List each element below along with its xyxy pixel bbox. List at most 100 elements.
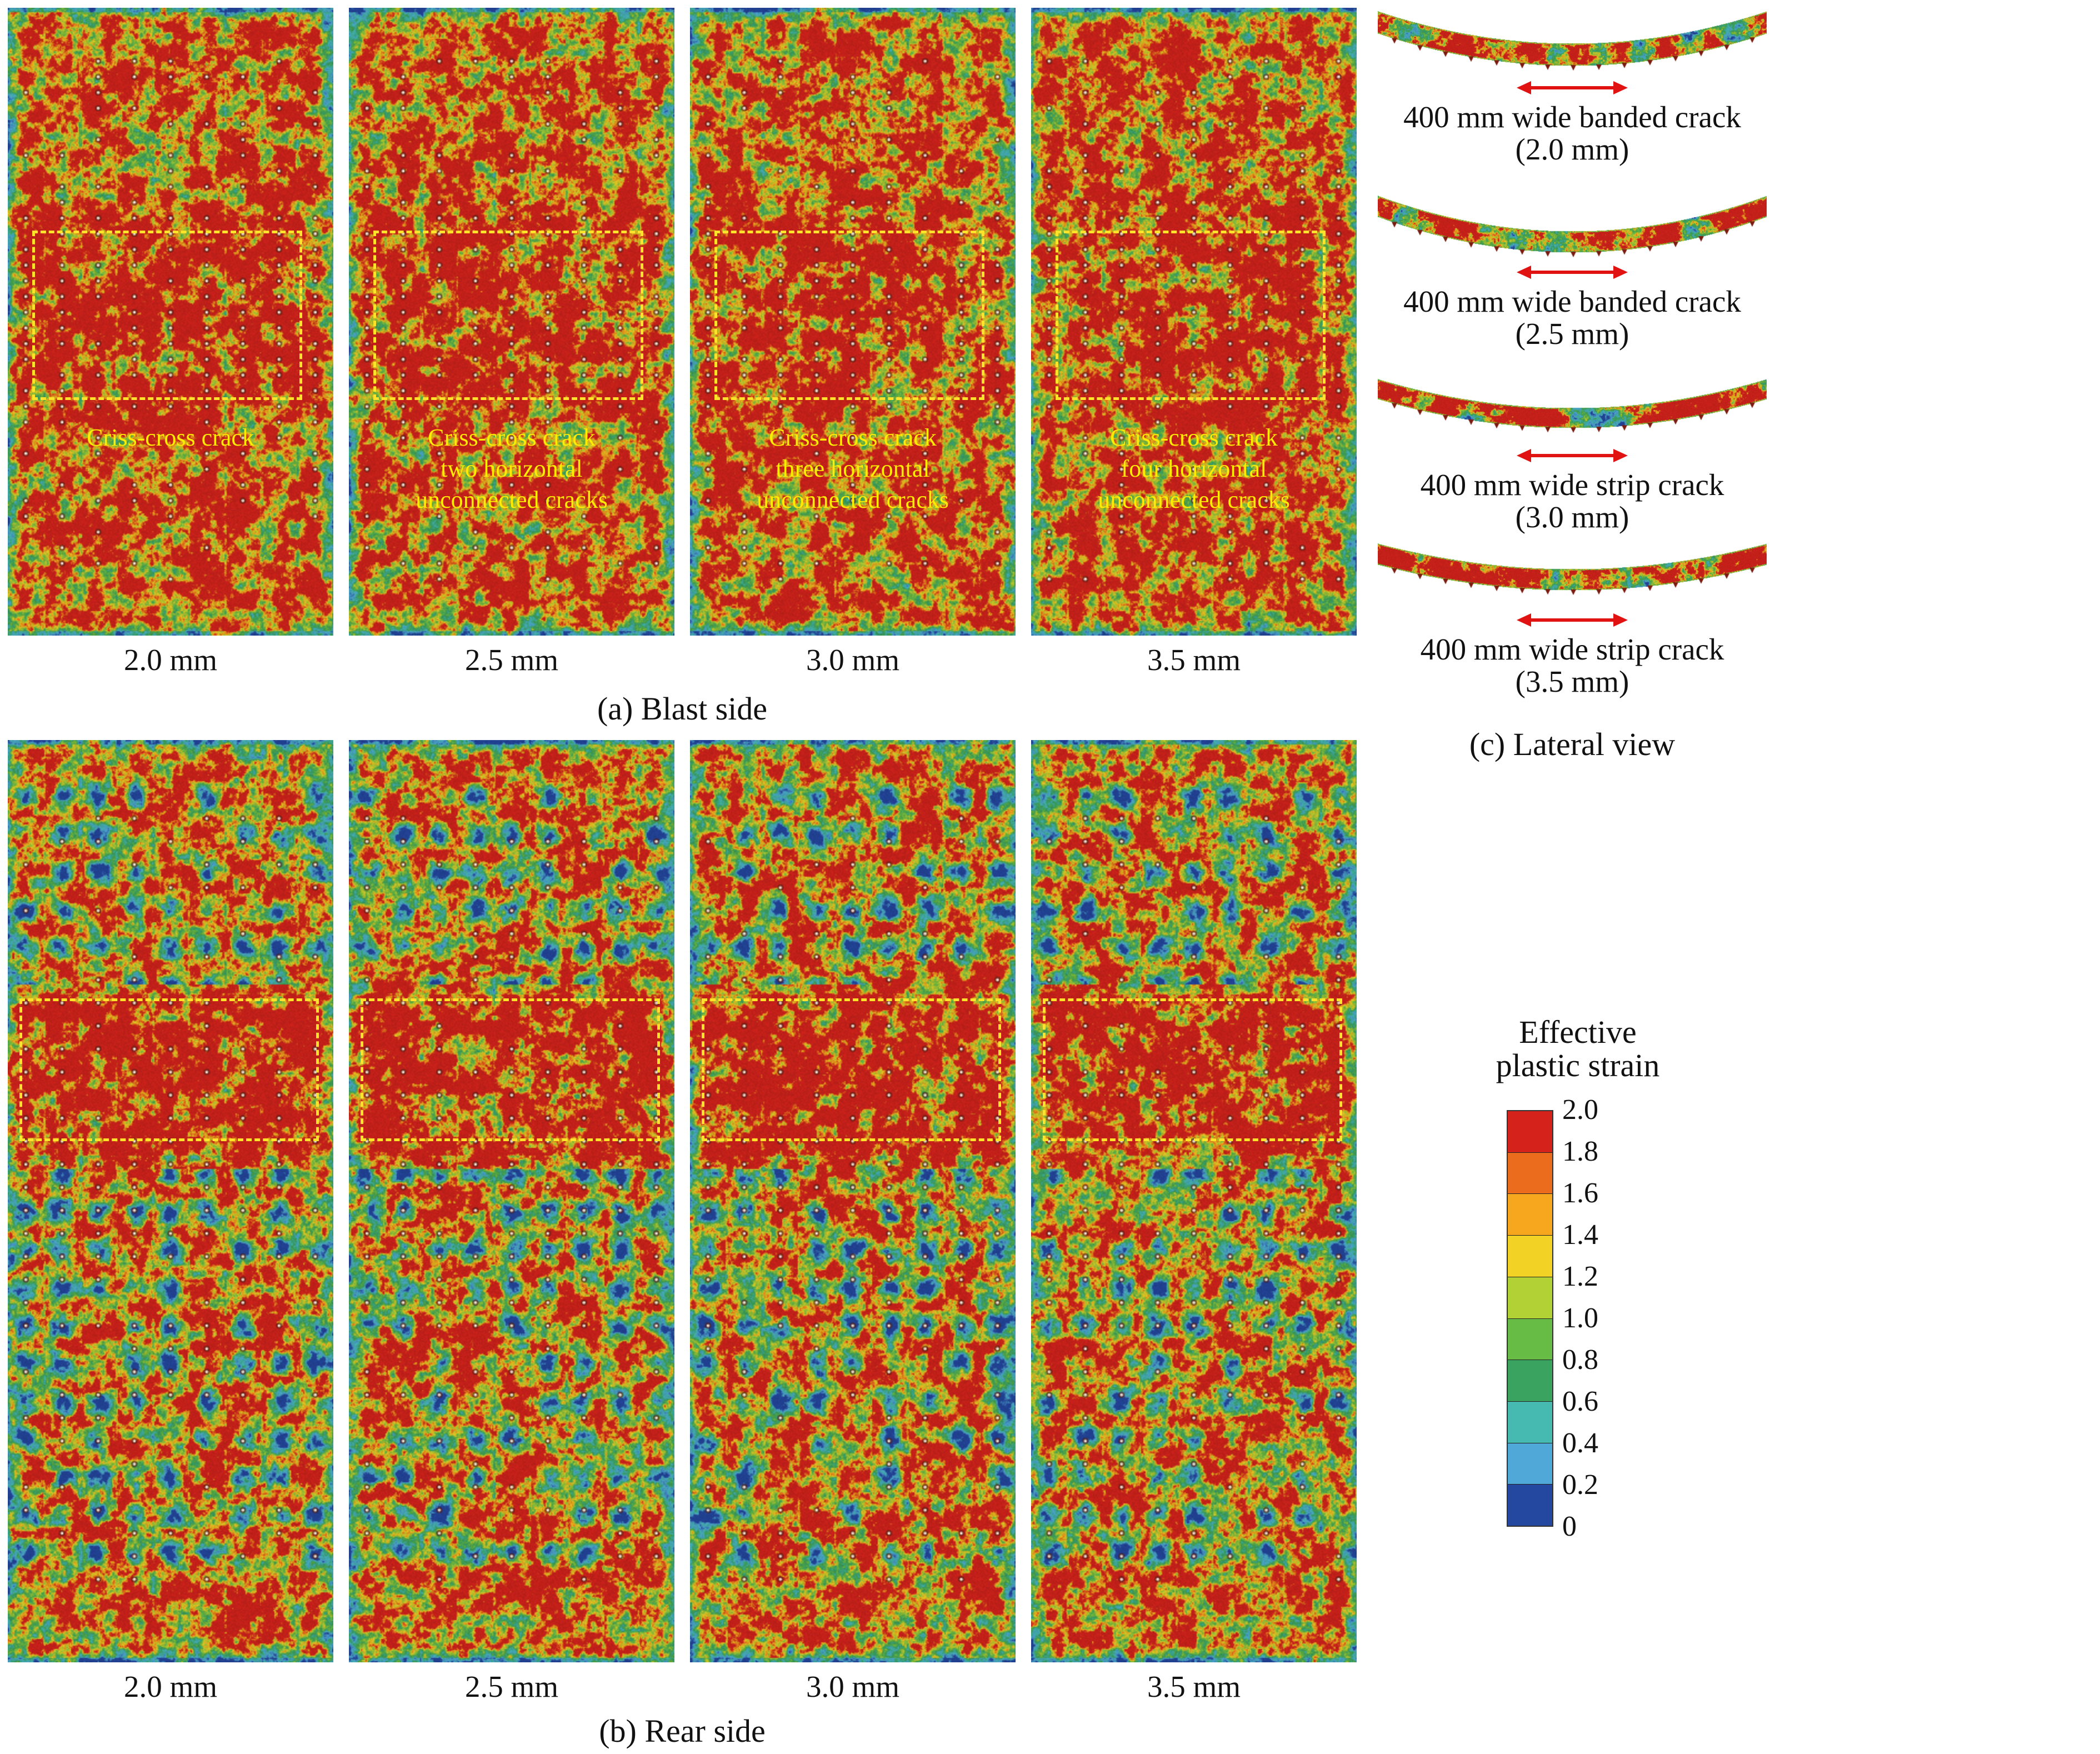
- lateral-strain-canvas: [1378, 192, 1767, 276]
- roi-dashed-box: [19, 998, 319, 1142]
- lateral-strain-canvas: [1378, 8, 1767, 91]
- crack-width-arrow-icon: [1517, 613, 1628, 627]
- roi-dashed-box: [1042, 998, 1342, 1142]
- strain-contour-rear: [690, 740, 1016, 1662]
- colorbar-cell: [1508, 1193, 1552, 1236]
- rear-panel-2-5mm: 2.5 mm: [349, 740, 674, 1704]
- thickness-label: 3.5 mm: [1147, 1670, 1241, 1703]
- crack-annotation: Criss-cross crack: [8, 422, 333, 453]
- crack-annotation: Criss-cross crack two horizontal unconne…: [349, 422, 674, 516]
- roi-dashed-box: [373, 231, 644, 401]
- blast-panel-2-5mm: Criss-cross crack two horizontal unconne…: [349, 8, 674, 677]
- annotation-line: three horizontal: [776, 455, 930, 483]
- strain-contour-rear: [1031, 740, 1357, 1662]
- lateral-label-line1: 400 mm wide banded crack: [1403, 100, 1741, 134]
- colorbar-tick-label: 2.0: [1562, 1094, 1598, 1126]
- strain-contour-blast: Criss-cross crack four horizontal unconn…: [1031, 8, 1357, 636]
- colorbar-cell: [1508, 1318, 1552, 1360]
- colorbar-cell: [1508, 1111, 1552, 1152]
- lateral-label-line2: (3.0 mm): [1515, 500, 1629, 534]
- thickness-label: 3.0 mm: [806, 643, 900, 677]
- strain-contour-canvas: [1031, 740, 1357, 1662]
- crack-annotation: Criss-cross crack four horizontal unconn…: [1031, 422, 1357, 516]
- lateral-label-line2: (2.5 mm): [1515, 317, 1629, 351]
- annotation-line: Criss-cross crack: [769, 423, 937, 451]
- strain-contour-rear: [349, 740, 674, 1662]
- colorbar-cell: [1508, 1235, 1552, 1277]
- thickness-label: 2.0 mm: [123, 1670, 218, 1703]
- strain-contour-canvas: [349, 8, 674, 636]
- strain-contour-canvas: [8, 740, 333, 1662]
- blast-panel-2-0mm: Criss-cross crack 2.0 mm: [8, 8, 333, 677]
- colorbar-cell: [1508, 1401, 1552, 1443]
- colorbar-tick-label: 1.0: [1562, 1302, 1598, 1334]
- caption-lateral-view: (c) Lateral view: [1469, 726, 1676, 762]
- strain-contour-canvas: [690, 8, 1016, 636]
- lateral-strain-canvas: [1378, 540, 1767, 623]
- crack-width-arrow-icon: [1517, 266, 1628, 279]
- lateral-strip-2-0mm: 400 mm wide banded crack (2.0 mm): [1378, 8, 1767, 166]
- colorbar-cell: [1508, 1152, 1552, 1194]
- caption-rear-side: (b) Rear side: [599, 1713, 766, 1749]
- colorbar-tick-label: 1.6: [1562, 1177, 1598, 1209]
- lateral-strain-canvas: [1378, 376, 1767, 459]
- strain-contour-canvas: [349, 740, 674, 1662]
- lateral-label-line1: 400 mm wide strip crack: [1420, 468, 1724, 502]
- rear-panel-2-0mm: 2.0 mm: [8, 740, 333, 1704]
- annotation-line: unconnected cracks: [1098, 486, 1290, 514]
- strain-contour-blast: Criss-cross crack: [8, 8, 333, 636]
- colorbar-cell: [1508, 1442, 1552, 1485]
- lateral-label-line1: 400 mm wide strip crack: [1420, 632, 1724, 666]
- lateral-label-line1: 400 mm wide banded crack: [1403, 284, 1741, 318]
- annotation-line: four horizontal: [1121, 455, 1267, 483]
- roi-dashed-box: [701, 998, 1001, 1142]
- lateral-label-line2: (3.5 mm): [1515, 664, 1629, 698]
- roi-dashed-box: [360, 998, 660, 1142]
- colorbar-tick-label: 1.2: [1562, 1261, 1598, 1292]
- colorbar-tick-label: 0.4: [1562, 1427, 1598, 1459]
- lateral-strip-3-5mm: 400 mm wide strip crack (3.5 mm): [1378, 540, 1767, 698]
- crack-width-arrow-icon: [1517, 81, 1628, 94]
- thickness-label: 2.5 mm: [464, 1670, 559, 1703]
- lateral-label-line2: (2.0 mm): [1515, 132, 1629, 166]
- colorbar-cell: [1508, 1360, 1552, 1401]
- strain-contour-blast: Criss-cross crack three horizontal uncon…: [690, 8, 1016, 636]
- colorbar-cell: [1508, 1276, 1552, 1318]
- colorbar: [1507, 1110, 1553, 1527]
- strain-contour-canvas: [8, 8, 333, 636]
- thickness-label: 2.5 mm: [464, 643, 559, 677]
- annotation-line: Criss-cross crack: [428, 423, 596, 451]
- blast-panel-3-5mm: Criss-cross crack four horizontal unconn…: [1031, 8, 1357, 677]
- crack-annotation: Criss-cross crack three horizontal uncon…: [690, 422, 1016, 516]
- annotation-line: Criss-cross crack: [87, 423, 254, 451]
- lateral-strip-3-0mm: 400 mm wide strip crack (3.0 mm): [1378, 376, 1767, 533]
- colorbar-tick-label: 0.8: [1562, 1344, 1598, 1376]
- caption-blast-side: (a) Blast side: [597, 691, 768, 727]
- legend-title-line1: Effective: [1519, 1014, 1637, 1050]
- annotation-line: unconnected cracks: [416, 486, 608, 514]
- annotation-line: Criss-cross crack: [1110, 423, 1278, 451]
- thickness-label: 2.0 mm: [123, 643, 218, 677]
- strain-contour-rear: [8, 740, 333, 1662]
- rear-panel-3-5mm: 3.5 mm: [1031, 740, 1357, 1704]
- strain-contour-canvas: [690, 740, 1016, 1662]
- roi-dashed-box: [32, 231, 303, 401]
- blast-panel-3-0mm: Criss-cross crack three horizontal uncon…: [690, 8, 1016, 677]
- colorbar-tick-label: 0.2: [1562, 1469, 1598, 1501]
- legend-title: Effective plastic strain: [1422, 1016, 1733, 1082]
- strain-contour-blast: Criss-cross crack two horizontal unconne…: [349, 8, 674, 636]
- annotation-line: unconnected cracks: [757, 486, 949, 514]
- rear-panel-3-0mm: 3.0 mm: [690, 740, 1016, 1704]
- strain-contour-canvas: [1031, 8, 1357, 636]
- roi-dashed-box: [1055, 231, 1326, 401]
- legend-title-line2: plastic strain: [1496, 1047, 1660, 1083]
- thickness-label: 3.0 mm: [806, 1670, 900, 1703]
- annotation-line: two horizontal: [441, 455, 583, 483]
- crack-width-arrow-icon: [1517, 449, 1628, 462]
- thickness-label: 3.5 mm: [1147, 643, 1241, 677]
- colorbar-tick-label: 1.4: [1562, 1219, 1598, 1251]
- colorbar-cell: [1508, 1484, 1552, 1526]
- roi-dashed-box: [714, 231, 985, 401]
- colorbar-tick-label: 0.6: [1562, 1386, 1598, 1417]
- lateral-strip-2-5mm: 400 mm wide banded crack (2.5 mm): [1378, 192, 1767, 350]
